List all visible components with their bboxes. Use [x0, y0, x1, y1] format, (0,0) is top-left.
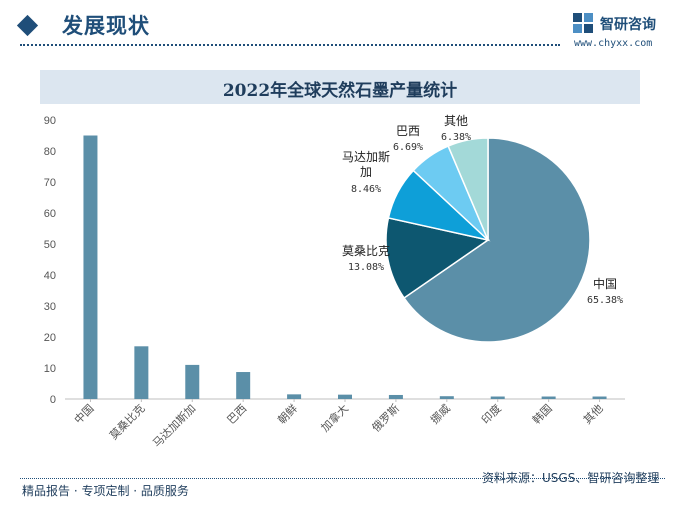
- x-tick-label: 马达加斯加: [150, 402, 198, 450]
- data-source: 资料来源：USGS、智研咨询整理: [482, 471, 660, 485]
- pie-label: 加: [360, 165, 372, 179]
- y-tick-label: 90: [44, 115, 56, 127]
- pie-value-label: 13.08%: [348, 262, 384, 273]
- x-tick-label: 俄罗斯: [370, 402, 403, 435]
- y-tick-label: 10: [44, 363, 56, 375]
- section-title: 发展现状: [62, 14, 150, 38]
- pie-label: 其他: [444, 114, 468, 128]
- bar: [541, 396, 556, 399]
- header-divider: [20, 44, 560, 46]
- pie-value-label: 6.38%: [441, 132, 471, 143]
- x-tick-label: 其他: [581, 402, 606, 427]
- footer-divider: [20, 478, 665, 479]
- y-tick-label: 20: [44, 332, 56, 344]
- bar: [592, 396, 607, 399]
- logo-url: www.chyxx.com: [574, 38, 653, 49]
- y-tick-label: 80: [44, 146, 56, 158]
- bar: [490, 396, 505, 399]
- x-tick-label: 韩国: [529, 401, 554, 426]
- x-tick-label: 中国: [72, 402, 97, 427]
- logo-icon: [573, 13, 593, 33]
- pie-slice: [385, 217, 490, 299]
- pie-slice: [403, 137, 591, 343]
- y-tick-label: 0: [50, 394, 56, 406]
- pie-value-label: 65.38%: [587, 295, 623, 306]
- x-tick-label: 朝鲜: [275, 401, 300, 426]
- chart-title: 2022年全球天然石墨产量统计: [222, 81, 458, 101]
- bar: [185, 364, 200, 399]
- y-tick-label: 60: [44, 208, 56, 220]
- x-tick-label: 挪威: [427, 401, 452, 426]
- y-tick-label: 40: [44, 270, 56, 282]
- bar: [388, 394, 403, 399]
- pie-label: 莫桑比克: [342, 244, 390, 258]
- bar: [287, 394, 302, 399]
- x-tick-label: 加拿大: [318, 401, 351, 434]
- bar: [338, 394, 352, 399]
- diamond-icon: [16, 14, 39, 37]
- y-tick-label: 30: [44, 301, 56, 313]
- pie-slice: [447, 137, 489, 241]
- logo: 智研咨询 www.chyxx.com: [572, 10, 682, 52]
- bar: [134, 346, 149, 399]
- footer-tagline: 精品报告 · 专项定制 · 品质服务: [22, 484, 189, 498]
- chart-title-bar: 2022年全球天然石墨产量统计: [40, 70, 640, 104]
- x-tick-label: 巴西: [225, 402, 250, 427]
- x-tick-label: 莫桑比克: [107, 402, 147, 442]
- pie-label: 巴西: [396, 124, 420, 138]
- bar: [439, 396, 454, 399]
- pie-label: 中国: [593, 276, 617, 291]
- y-tick-label: 50: [44, 239, 56, 251]
- logo-name: 智研咨询: [600, 17, 656, 33]
- pie-value-label: 8.46%: [351, 184, 381, 195]
- pie-label: 马达加斯: [342, 150, 390, 164]
- x-tick-label: 印度: [478, 401, 503, 426]
- bar: [236, 372, 251, 399]
- y-tick-label: 70: [44, 177, 56, 189]
- pie-value-label: 6.69%: [393, 142, 423, 153]
- bar: [83, 135, 98, 399]
- header: 发展现状 智研咨询 www.chyxx.com: [0, 0, 685, 58]
